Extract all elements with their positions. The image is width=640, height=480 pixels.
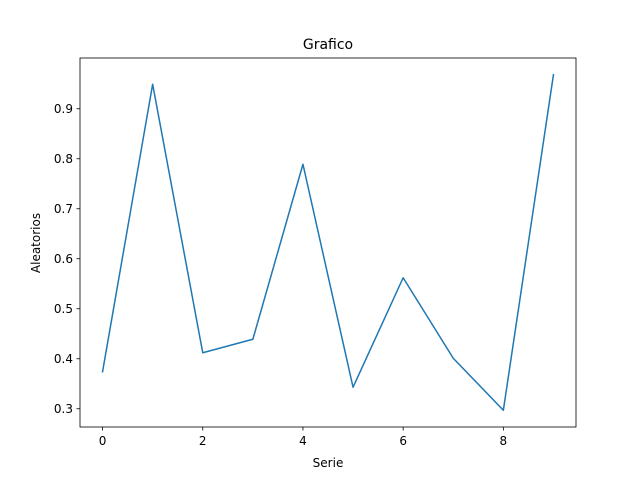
x-tick-label: 8	[500, 434, 508, 448]
x-tick-label: 6	[399, 434, 407, 448]
y-tick-label: 0.9	[54, 102, 73, 116]
y-tick-label: 0.6	[54, 252, 73, 266]
plot-area: 0 2 4 6 8 0.3 0.4 0.5 0.6 0.7 0.8 0.9	[54, 57, 577, 448]
series-line	[101, 73, 555, 411]
x-axis-label: Serie	[313, 456, 344, 470]
x-tick-label: 0	[99, 434, 107, 448]
y-tick-label: 0.8	[54, 152, 73, 166]
chart-title: Grafico	[303, 37, 353, 53]
y-tick-label: 0.7	[54, 202, 73, 216]
x-tick-label: 2	[199, 434, 207, 448]
y-tick-label: 0.3	[54, 402, 73, 416]
x-tick-label: 4	[299, 434, 307, 448]
y-axis-label: Aleatorios	[29, 213, 43, 273]
y-tick-label: 0.5	[54, 302, 73, 316]
y-tick-label: 0.4	[54, 352, 73, 366]
axes-frame	[79, 57, 577, 428]
